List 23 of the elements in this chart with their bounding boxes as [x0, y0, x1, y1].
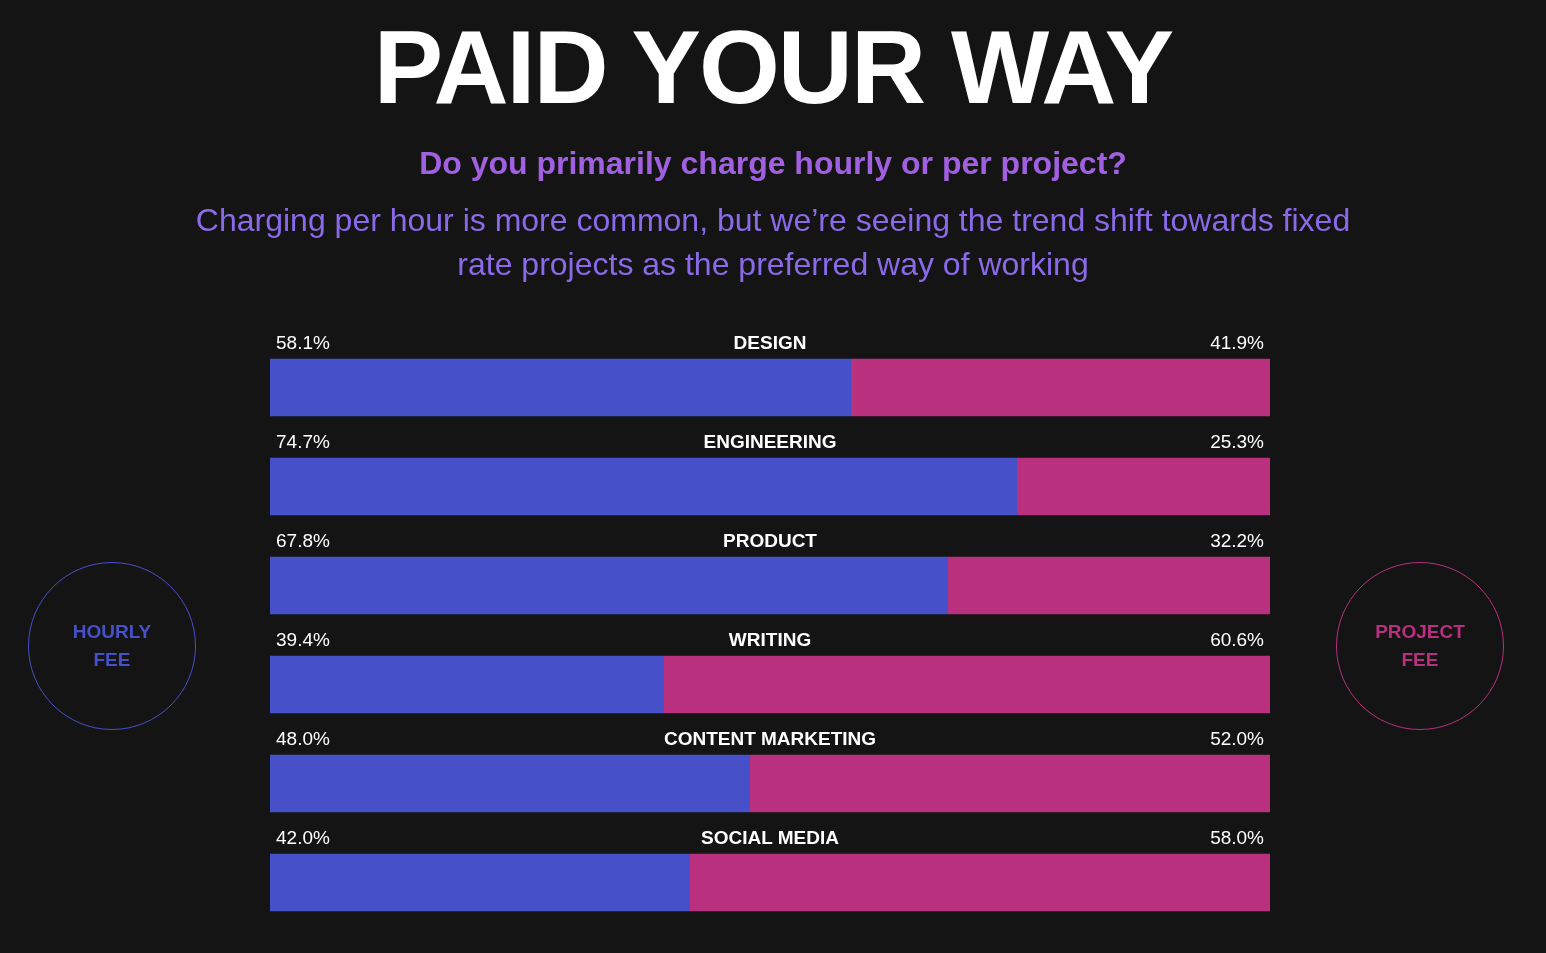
data-label: 67.8% [276, 529, 330, 551]
chart-subtitle: Do you primarily charge hourly or per project? [418, 145, 1128, 182]
data-label: 58.1% [276, 331, 330, 353]
chart-title: PAID YOUR WAY [372, 8, 1174, 127]
data-label: 42.0% [276, 826, 330, 848]
y-tick-label: PRODUCT [723, 529, 818, 551]
data-label: 48.0% [276, 727, 330, 749]
text: PROJECT FEE [1336, 562, 1504, 730]
data-label: 60.6% [1210, 628, 1265, 650]
y-tick-label: DESIGN [733, 331, 807, 353]
data-label: 25.3% [1210, 430, 1265, 452]
y-tick-label: ENGINEERING [703, 430, 837, 452]
data-label: 58.0% [1210, 826, 1265, 848]
data-label: 41.9% [1210, 331, 1265, 353]
data-label: 39.4% [276, 628, 330, 650]
text: Charging per hour is more common, but we’re seeing the trend shift towards fixed rate projects as the preferred way of working [194, 201, 1352, 284]
data-label: 32.2% [1210, 529, 1265, 551]
text: HOURLY FEE [28, 562, 196, 730]
y-tick-label: SOCIAL MEDIA [701, 826, 840, 848]
y-tick-label: CONTENT MARKETING [663, 727, 877, 749]
data-label: 74.7% [276, 430, 330, 452]
y-tick-label: WRITING [728, 628, 812, 650]
data-label: 52.0% [1210, 727, 1265, 749]
